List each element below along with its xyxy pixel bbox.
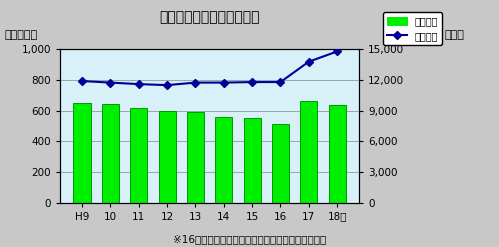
Bar (272, 124, 289, 203)
Text: （人）: （人） (444, 30, 464, 40)
Text: 事業所数と従業者数の推移: 事業所数と従業者数の推移 (159, 11, 260, 25)
Bar (244, 118, 260, 203)
Bar (215, 117, 232, 203)
Text: （事業所）: （事業所） (5, 30, 38, 40)
Bar (187, 112, 204, 203)
Bar (329, 105, 346, 203)
Bar (300, 102, 317, 203)
Bar (159, 111, 176, 203)
Bar (130, 108, 147, 203)
Text: ※16年以前の数値には旧武儀郡の数値は含まない。: ※16年以前の数値には旧武儀郡の数値は含まない。 (173, 235, 326, 245)
Bar (73, 103, 90, 203)
Legend: 事業所数, 従業者数: 事業所数, 従業者数 (383, 12, 442, 45)
Bar (102, 104, 119, 203)
